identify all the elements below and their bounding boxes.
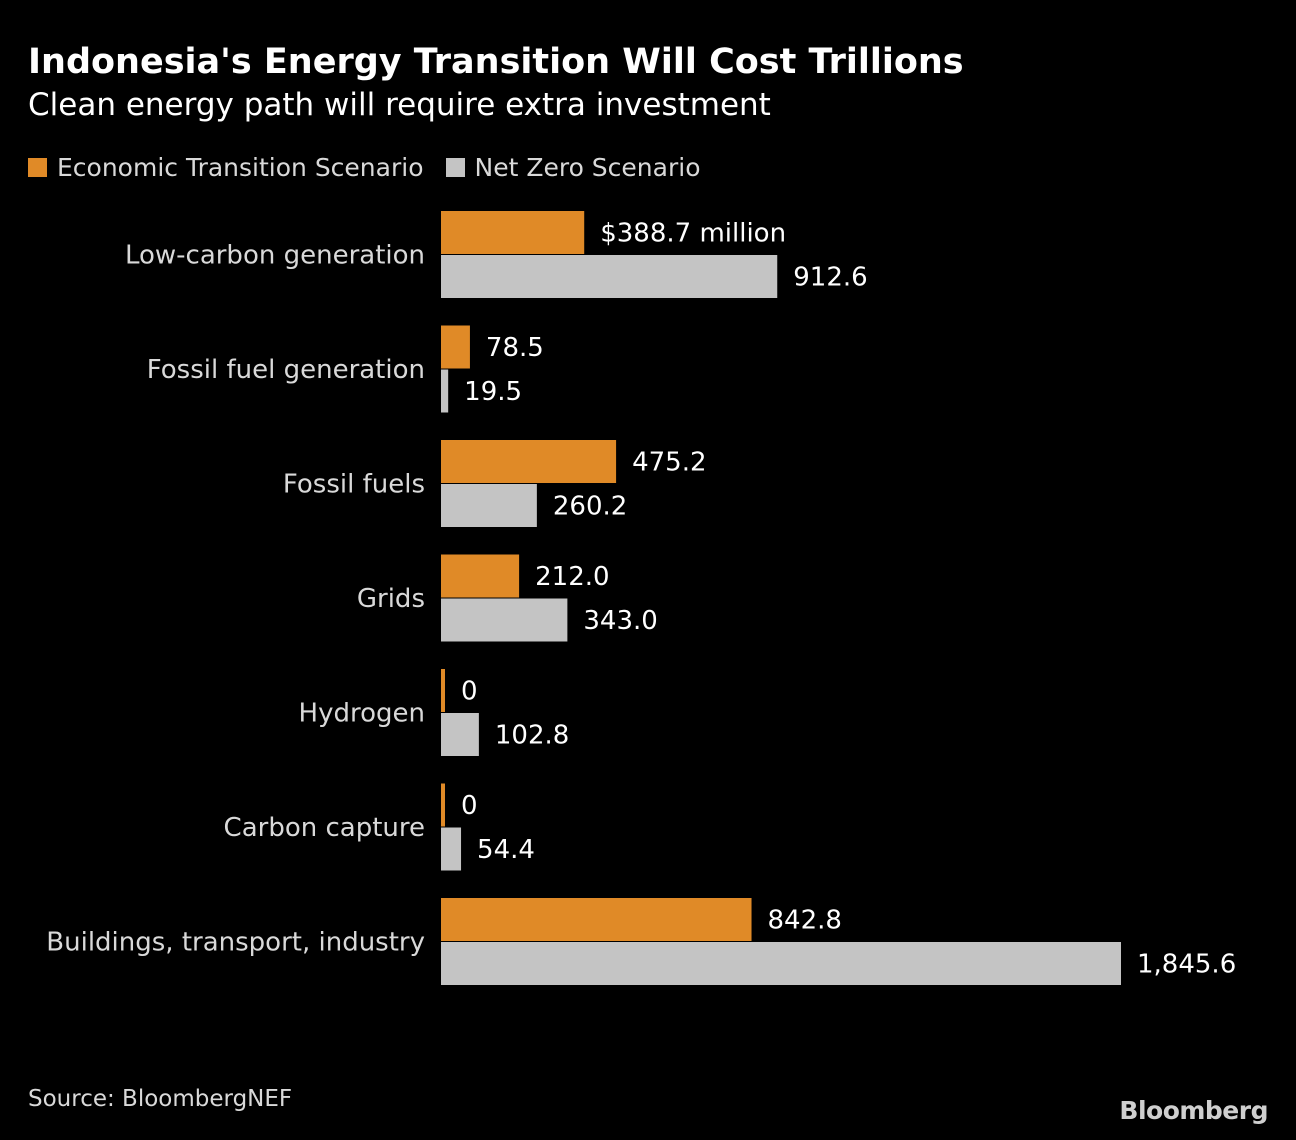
- bar-net-zero-scenario-carbon-capture: [441, 827, 462, 871]
- legend-item-net-zero: Net Zero Scenario: [445, 152, 701, 182]
- bar-economic-transition-scenario-low-carbon-generation: [441, 211, 585, 254]
- bar-net-zero-scenario-fossil-fuels: [441, 484, 537, 527]
- source-note: Source: BloombergNEF: [28, 1086, 293, 1112]
- bar-economic-transition-scenario-carbon-capture: [441, 783, 445, 827]
- value-label-economic-transition-scenario-buildings-transport-industry: 842.8: [768, 906, 842, 936]
- legend: Economic Transition Scenario Net Zero Sc…: [28, 149, 723, 185]
- category-label-fossil-fuels: Fossil fuels: [283, 470, 425, 500]
- category-label-grids: Grids: [357, 584, 425, 614]
- bloomberg-logo: Bloomberg: [1119, 1096, 1268, 1125]
- bar-economic-transition-scenario-fossil-fuels: [441, 440, 617, 483]
- category-label-carbon-capture: Carbon capture: [224, 813, 425, 843]
- bar-economic-transition-scenario-hydrogen: [441, 669, 445, 712]
- category-label-hydrogen: Hydrogen: [299, 699, 425, 729]
- value-label-economic-transition-scenario-hydrogen: 0: [461, 677, 478, 707]
- bar-economic-transition-scenario-buildings-transport-industry: [441, 898, 752, 941]
- bar-economic-transition-scenario-fossil-fuel-generation: [441, 325, 470, 369]
- legend-label-net-zero: Net Zero Scenario: [474, 152, 701, 182]
- value-label-economic-transition-scenario-fossil-fuel-generation: 78.5: [486, 333, 544, 363]
- value-label-net-zero-scenario-hydrogen: 102.8: [495, 721, 569, 751]
- value-label-net-zero-scenario-fossil-fuel-generation: 19.5: [464, 377, 522, 407]
- category-label-low-carbon-generation: Low-carbon generation: [125, 241, 425, 271]
- value-label-economic-transition-scenario-carbon-capture: 0: [461, 791, 478, 821]
- legend-item-economic-transition: Economic Transition Scenario: [28, 153, 424, 182]
- legend-swatch-net-zero: [445, 157, 465, 177]
- value-label-net-zero-scenario-carbon-capture: 54.4: [477, 835, 535, 865]
- value-label-economic-transition-scenario-grids: 212.0: [535, 562, 609, 592]
- value-label-economic-transition-scenario-fossil-fuels: 475.2: [632, 448, 706, 478]
- bar-economic-transition-scenario-grids: [441, 554, 520, 598]
- bar-net-zero-scenario-buildings-transport-industry: [441, 942, 1121, 985]
- chart-title: Indonesia's Energy Transition Will Cost …: [28, 42, 964, 82]
- legend-swatch-economic-transition: [28, 157, 47, 177]
- bar-net-zero-scenario-low-carbon-generation: [441, 255, 778, 298]
- category-label-fossil-fuel-generation: Fossil fuel generation: [147, 355, 425, 385]
- bar-net-zero-scenario-hydrogen: [441, 713, 479, 756]
- category-label-buildings-transport-industry: Buildings, transport, industry: [46, 928, 425, 958]
- value-label-economic-transition-scenario-low-carbon-generation: $388.7 million: [600, 219, 786, 249]
- bar-net-zero-scenario-grids: [441, 598, 568, 642]
- chart-subtitle: Clean energy path will require extra inv…: [28, 87, 771, 123]
- value-label-net-zero-scenario-grids: 343.0: [583, 606, 657, 636]
- bar-chart: Low-carbon generation $388.7 million912.6…: [46, 211, 1236, 985]
- legend-label-economic-transition: Economic Transition Scenario: [57, 152, 424, 182]
- bar-net-zero-scenario-fossil-fuel-generation: [441, 369, 449, 413]
- value-label-net-zero-scenario-buildings-transport-industry: 1,845.6: [1137, 950, 1236, 980]
- value-label-net-zero-scenario-fossil-fuels: 260.2: [553, 492, 627, 522]
- value-label-net-zero-scenario-low-carbon-generation: 912.6: [793, 263, 867, 293]
